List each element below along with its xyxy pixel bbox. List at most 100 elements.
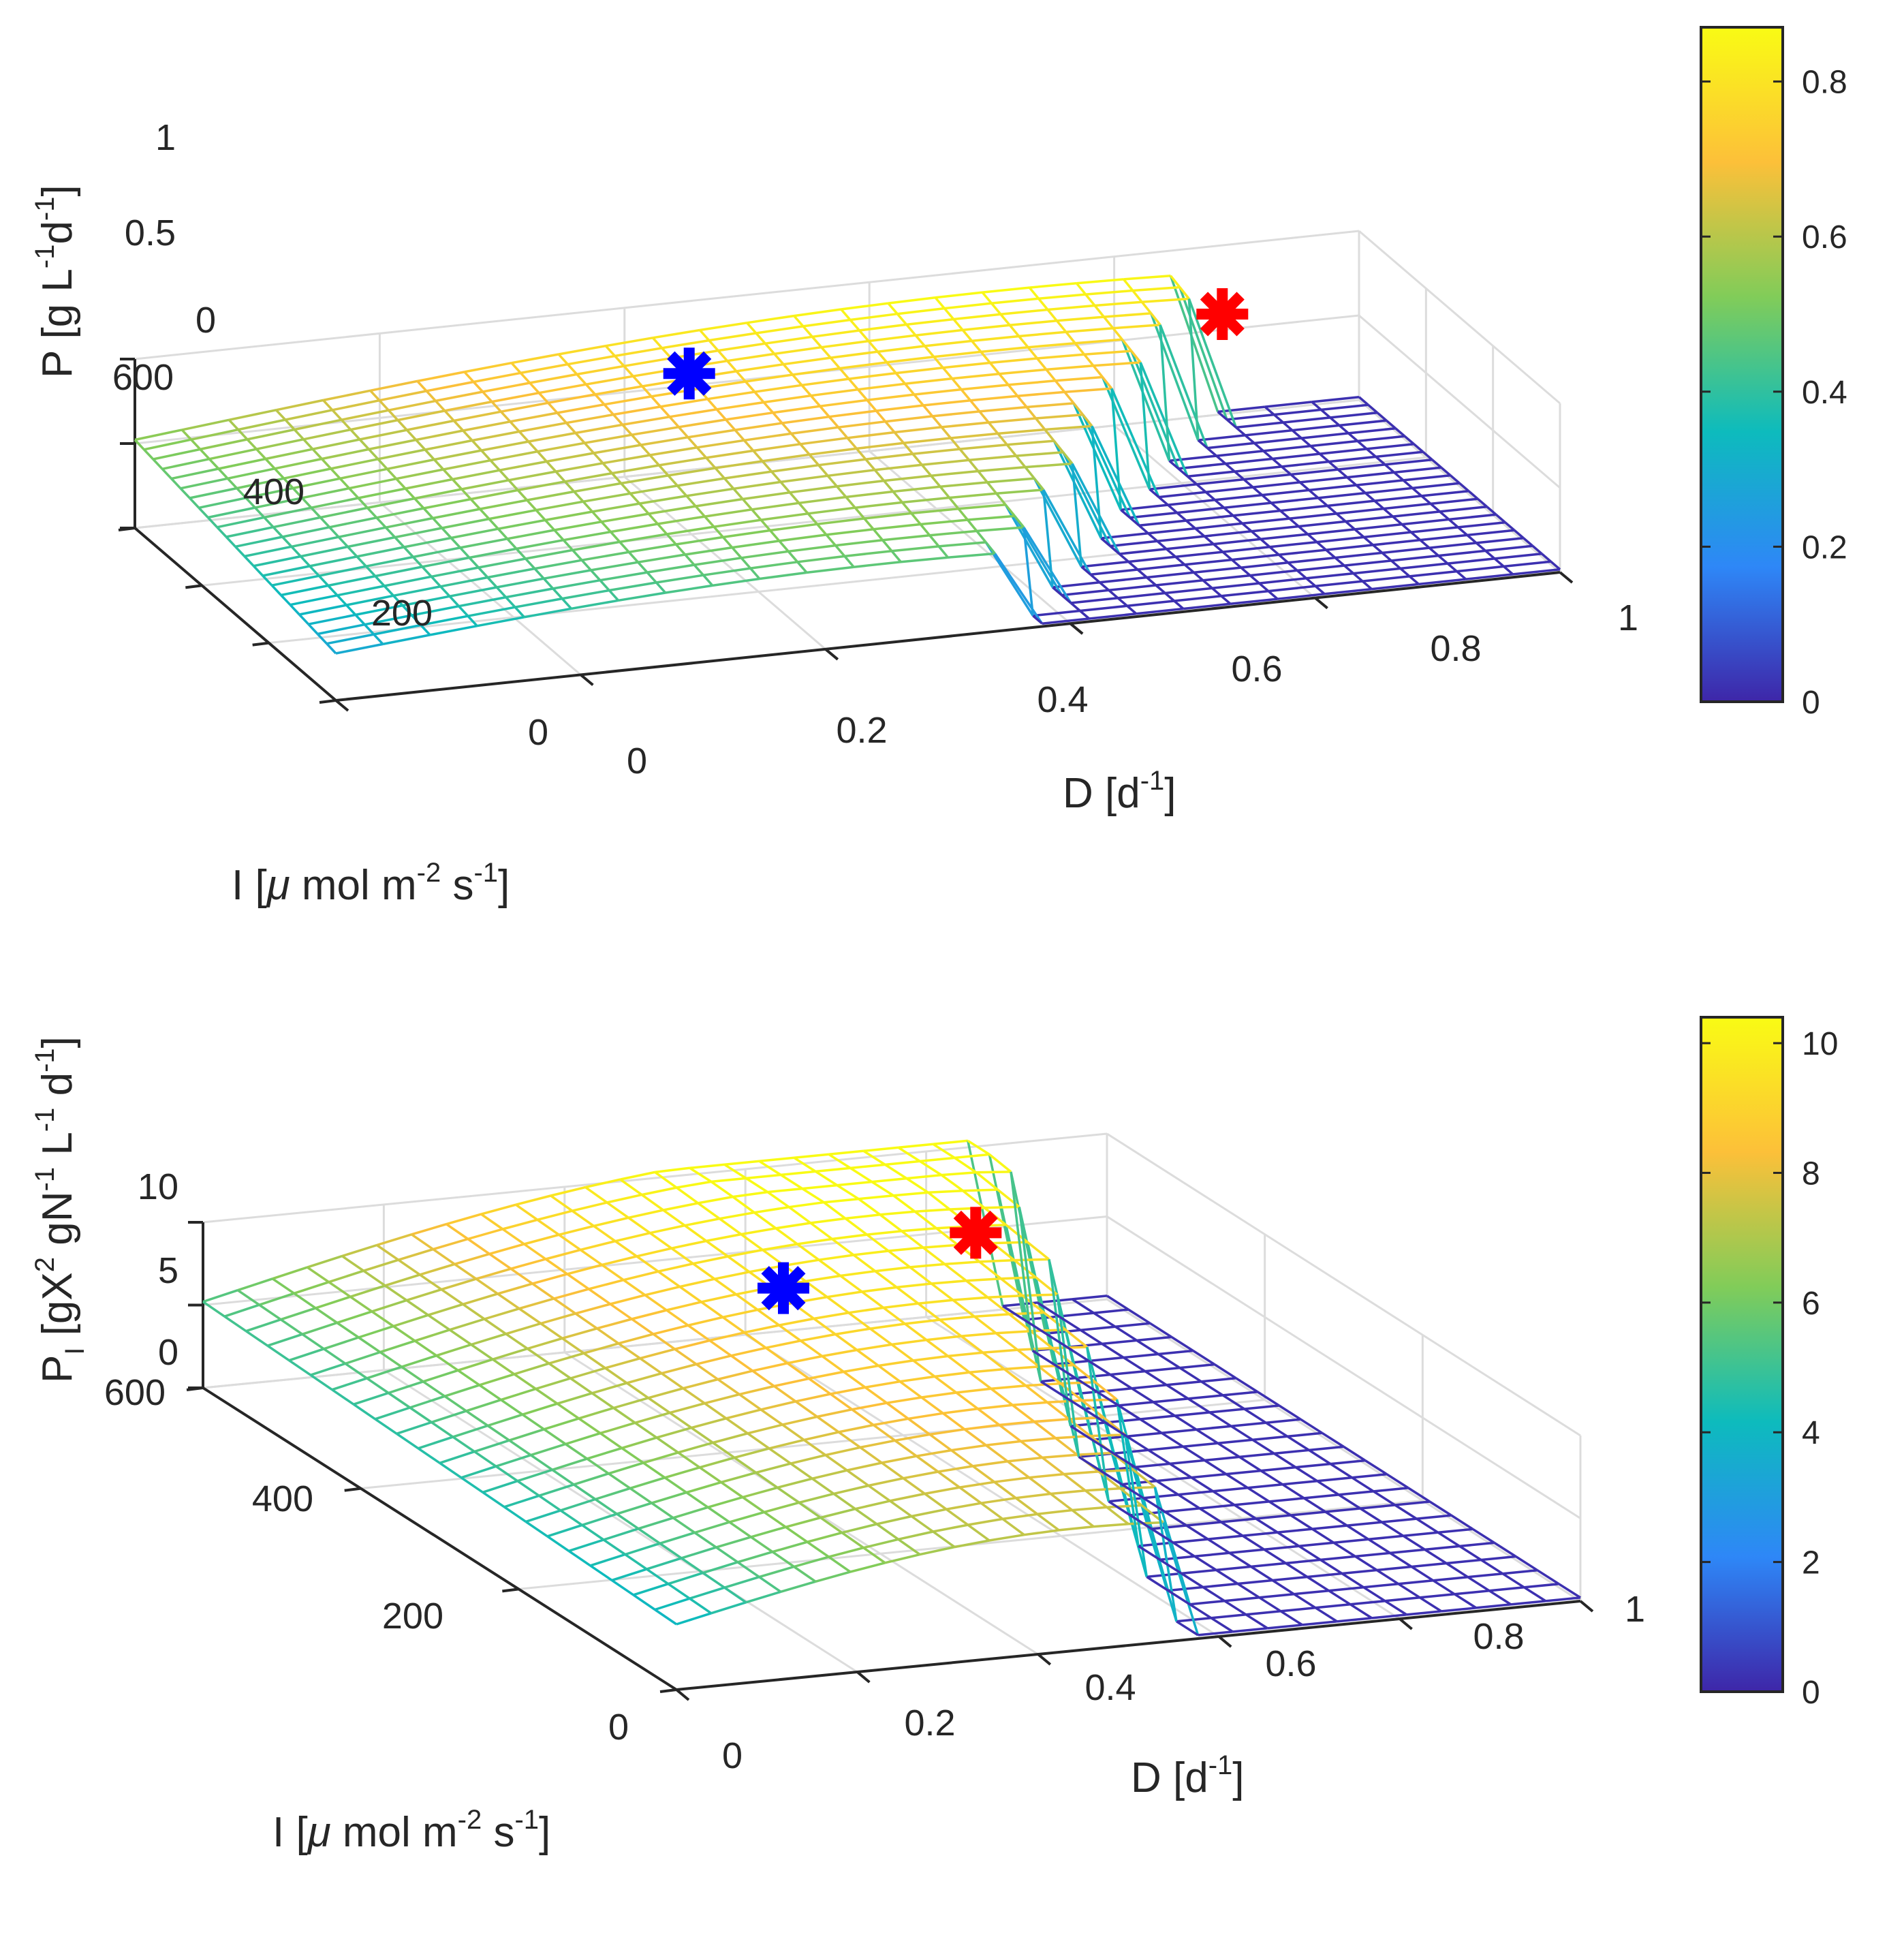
mesh-line [747, 1432, 770, 1450]
mesh-line [1080, 565, 1092, 576]
mesh-line [364, 614, 412, 626]
mesh-line [1014, 515, 1025, 529]
mesh-line [527, 1348, 550, 1365]
mesh-line [245, 497, 256, 509]
mesh-line [572, 1201, 608, 1212]
mesh-line [1269, 540, 1317, 548]
mesh-line [602, 462, 613, 474]
mesh-line [715, 1536, 751, 1549]
mesh-line [770, 470, 782, 483]
mesh-line [414, 488, 463, 500]
mesh-line [794, 308, 841, 317]
mesh-line [379, 1339, 416, 1354]
mesh-line [1155, 579, 1204, 587]
mesh-line [877, 351, 888, 363]
mesh-line [885, 1160, 920, 1166]
mesh-line [550, 1194, 574, 1212]
mesh-line [291, 536, 339, 548]
mesh-line [1112, 323, 1161, 330]
mesh-line [1222, 546, 1270, 553]
mesh-line [573, 491, 584, 503]
mesh-line [1174, 1411, 1210, 1417]
mesh-line [543, 569, 591, 580]
mesh-line [1109, 1374, 1133, 1390]
mesh-line [734, 1447, 770, 1459]
mesh-line [1364, 492, 1375, 502]
mesh-line [522, 1402, 558, 1416]
mesh-line [836, 1184, 860, 1200]
mesh-line [1070, 597, 1119, 604]
mesh-line [386, 458, 435, 471]
mesh-line [293, 429, 305, 440]
mesh-line [937, 1470, 961, 1489]
x-tick-label: 0.2 [836, 710, 887, 751]
mesh-line [1290, 1514, 1313, 1530]
mesh-line [1138, 1545, 1161, 1561]
mesh-line [366, 1365, 403, 1380]
mesh-line [1099, 576, 1147, 584]
mesh-line [1298, 1545, 1322, 1561]
mesh-line [846, 437, 858, 450]
mesh-line [411, 604, 459, 617]
mesh-line [1232, 514, 1243, 525]
mesh-line [653, 1324, 689, 1335]
mesh-line [893, 431, 905, 444]
mesh-line [1277, 1528, 1313, 1534]
mesh-line [1446, 1558, 1482, 1565]
mesh-line [330, 467, 341, 480]
mesh-line [548, 1352, 584, 1365]
mesh-line [661, 339, 710, 350]
y-tick-mark [252, 641, 269, 647]
mesh-line [759, 571, 807, 580]
mesh-line [1337, 1617, 1372, 1623]
mesh-line [851, 1408, 875, 1426]
mesh-line [353, 1403, 376, 1421]
mesh-line [358, 487, 406, 499]
mesh-line [1407, 1487, 1431, 1503]
mesh-line [290, 594, 338, 606]
mesh-line [300, 555, 311, 568]
mesh-line [973, 1316, 997, 1335]
mesh-line [621, 1436, 657, 1450]
mesh-line [439, 1450, 475, 1464]
mesh-line [510, 412, 558, 423]
mesh-line [941, 367, 954, 379]
mesh-line [977, 470, 988, 484]
mesh-line [420, 615, 469, 627]
mesh-line [1135, 1462, 1170, 1469]
mesh-line [1071, 1509, 1095, 1528]
mesh-line [896, 1282, 932, 1289]
mesh-line [1126, 604, 1138, 615]
mesh-line [779, 481, 791, 493]
mesh-line [1128, 555, 1176, 563]
mesh-line [1089, 613, 1137, 620]
mesh-line [979, 1258, 1014, 1263]
mesh-line [1211, 1613, 1247, 1620]
mesh-line [514, 597, 563, 608]
mesh-line [660, 397, 708, 408]
mesh-line [1358, 396, 1369, 406]
mesh-line [682, 1387, 706, 1405]
mesh-line [1091, 425, 1140, 527]
mesh-line [497, 528, 508, 540]
mesh-line [370, 379, 418, 392]
mesh-line [610, 1294, 646, 1305]
mesh-line [1467, 1576, 1491, 1592]
mesh-line [376, 507, 424, 519]
mesh-line [1420, 533, 1467, 542]
mesh-line [500, 1399, 523, 1416]
mesh-line [280, 1307, 316, 1321]
mesh-line [505, 1322, 542, 1335]
mesh-line [388, 409, 399, 421]
mesh-line [638, 1528, 661, 1545]
mesh-line [1086, 1346, 1110, 1502]
mesh-line [1330, 411, 1377, 419]
mesh-line [415, 439, 426, 451]
y-tick-label: 0 [528, 712, 548, 753]
mesh-line [817, 464, 829, 477]
mesh-line [653, 328, 700, 339]
mesh-line [1360, 1504, 1395, 1510]
mesh-line [528, 431, 576, 443]
colorbar-tick-label: 4 [1802, 1415, 1820, 1451]
mesh-line [1216, 450, 1264, 457]
